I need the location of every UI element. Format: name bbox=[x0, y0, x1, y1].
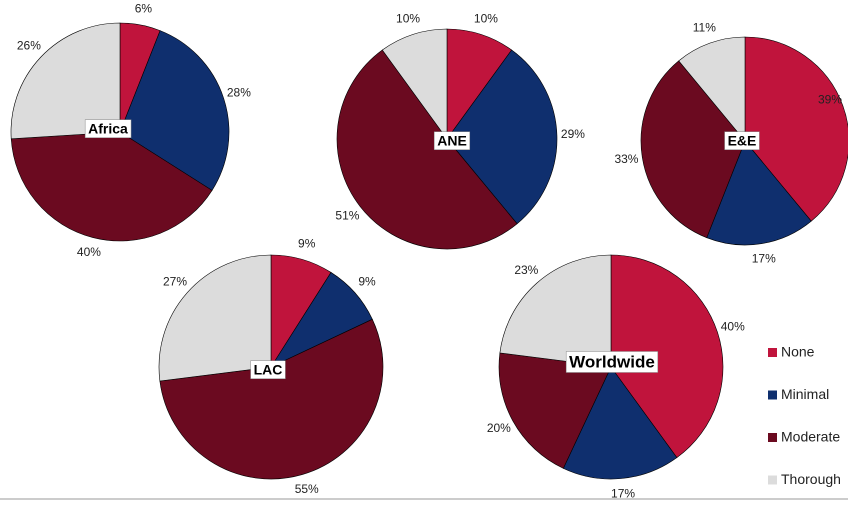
pie-title: Worldwide bbox=[569, 352, 655, 371]
legend-swatch bbox=[768, 475, 777, 485]
pie-slice bbox=[744, 36, 848, 222]
pie-slice bbox=[610, 254, 724, 459]
slice-label: 51% bbox=[335, 208, 359, 222]
legend-label: Thorough bbox=[781, 471, 841, 487]
pie-slice bbox=[446, 49, 558, 225]
pie-slice bbox=[336, 49, 518, 250]
slice-label: 17% bbox=[752, 252, 776, 266]
slice-label: 17% bbox=[611, 487, 635, 501]
pie-slice bbox=[381, 28, 448, 140]
title-box bbox=[724, 131, 760, 150]
slice-label: 55% bbox=[295, 482, 319, 496]
title-box bbox=[433, 131, 471, 150]
slice-label: 29% bbox=[561, 127, 585, 141]
legend-swatch bbox=[768, 390, 777, 400]
slice-label: 33% bbox=[614, 152, 638, 166]
pie-slice bbox=[10, 131, 213, 242]
slice-label: 23% bbox=[514, 263, 538, 277]
pie-slice bbox=[640, 60, 746, 239]
legend-swatch bbox=[768, 348, 777, 357]
slice-label: 40% bbox=[77, 245, 101, 259]
pie-title: LAC bbox=[254, 362, 283, 378]
legend-label: Minimal bbox=[781, 386, 829, 402]
pie-title: Africa bbox=[88, 121, 128, 137]
pie-slice bbox=[119, 30, 230, 191]
slice-label: 39% bbox=[818, 93, 842, 107]
slice-label: 20% bbox=[487, 421, 511, 435]
title-box bbox=[250, 360, 286, 379]
legend-swatch bbox=[768, 433, 777, 442]
pie-title: E&E bbox=[728, 133, 757, 149]
pie-title: ANE bbox=[437, 133, 467, 149]
slice-label: 40% bbox=[721, 320, 745, 334]
slice-label: 26% bbox=[17, 39, 41, 53]
legend-label: Moderate bbox=[781, 429, 840, 445]
pie-slice bbox=[499, 254, 612, 368]
slice-label: 11% bbox=[693, 20, 716, 34]
title-box bbox=[565, 351, 659, 373]
slice-label: 10% bbox=[396, 11, 420, 25]
slice-label: 10% bbox=[474, 11, 498, 25]
slice-label: 27% bbox=[163, 275, 187, 289]
slice-label: 6% bbox=[135, 1, 153, 15]
pie-slice bbox=[10, 22, 121, 140]
pie-slice bbox=[159, 318, 384, 480]
pie-slice bbox=[498, 352, 612, 469]
slice-label: 28% bbox=[227, 86, 251, 100]
pie-slice bbox=[706, 140, 812, 246]
pie-slice bbox=[158, 254, 272, 382]
pie-slice bbox=[678, 36, 746, 142]
slice-label: 9% bbox=[298, 236, 316, 250]
legend-label: None bbox=[781, 344, 815, 360]
pie-slice bbox=[562, 366, 678, 480]
slice-label: 9% bbox=[358, 275, 376, 289]
title-box bbox=[84, 119, 132, 138]
